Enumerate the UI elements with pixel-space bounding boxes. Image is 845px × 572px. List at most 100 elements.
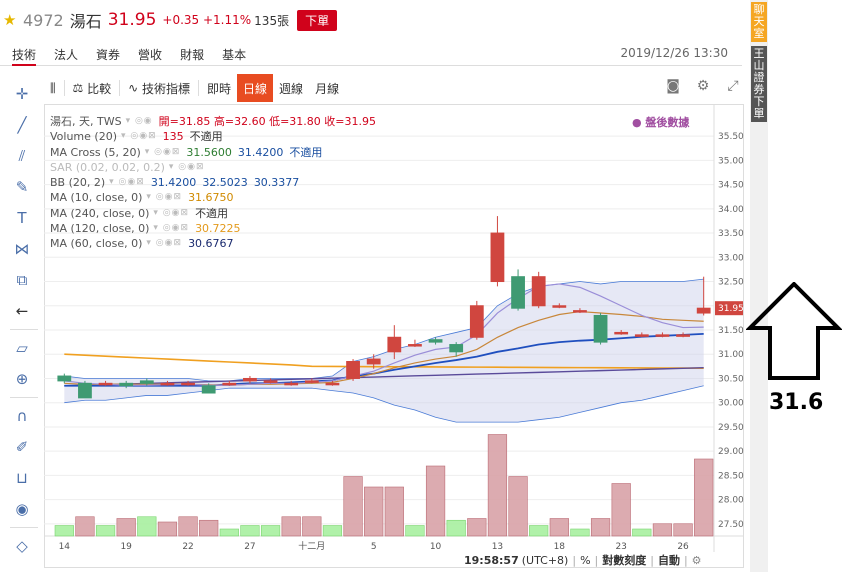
time-axis-label: 19 <box>120 542 132 552</box>
candle-body <box>387 336 402 353</box>
price-axis-label: 30.50 <box>718 374 744 384</box>
fullscreen-icon[interactable]: ⤢ <box>727 78 739 94</box>
legend-controls[interactable]: ▾ ◎◉ <box>125 116 153 126</box>
volume-bar <box>467 518 487 537</box>
time-axis-label: 27 <box>244 542 255 552</box>
legend-controls[interactable]: ▾ ◎◉⊠ <box>168 161 205 172</box>
settings-gear-icon[interactable]: ⚙ <box>691 553 702 567</box>
price-change: +0.35 +1.11% <box>162 13 252 27</box>
ruler-icon[interactable]: ▱ <box>16 339 28 357</box>
price-chart[interactable]: 35.5035.0034.5034.0033.5033.0032.5032.00… <box>44 104 744 552</box>
volume-bar <box>302 516 322 537</box>
candle-body <box>490 232 505 283</box>
text-icon[interactable]: T <box>17 209 27 227</box>
clock-time: 19:58:57 <box>464 553 519 567</box>
order-button[interactable]: 下單 <box>297 9 338 31</box>
time-axis-label: 5 <box>371 542 377 552</box>
candle-body <box>552 305 567 308</box>
weekly-button[interactable]: 週線 <box>279 81 304 96</box>
legend-row: MA (120, close, 0) ▾ ◎◉⊠ 30.7225 <box>50 221 376 236</box>
legend-symbol: 湯石, 天, TWS <box>50 115 122 128</box>
legend-value: 31.4200 <box>150 176 197 190</box>
time-axis-label: 13 <box>492 542 503 552</box>
volume-bar <box>199 519 219 537</box>
legend-indicator-rows: Volume (20) ▾ ◎◉⊠ 135 不適用 MA Cross (5, 20) ▾ … <box>50 129 376 251</box>
candle-body <box>57 375 72 382</box>
fib-icon[interactable]: ⫽ <box>18 147 26 165</box>
intraday-button[interactable]: 即時 <box>207 81 232 96</box>
legend-indicator-name: SAR (0.02, 0.02, 0.2) <box>50 160 165 174</box>
back-arrow-icon[interactable]: ← <box>15 302 29 320</box>
chat-room-tab[interactable]: 聊天室 <box>751 2 767 42</box>
trade-volume: 135張 <box>254 13 290 28</box>
tab-basics[interactable]: 基本 <box>222 48 247 62</box>
legend-controls[interactable]: ▾ ◎◉⊠ <box>144 146 181 157</box>
legend-controls[interactable]: ▾ ◎◉⊠ <box>109 177 145 188</box>
time-axis-label: 18 <box>554 542 566 552</box>
unlock-icon[interactable]: ⊔ <box>16 469 28 487</box>
clock-timezone[interactable]: (UTC+8) <box>521 553 569 567</box>
indicators-button[interactable]: ∿ 技術指標 <box>122 74 196 102</box>
percent-toggle[interactable]: % <box>580 553 591 567</box>
legend-row: MA (60, close, 0) ▾ ◎◉⊠ 30.6767 <box>50 236 376 251</box>
legend-controls[interactable]: ▾ ◎◉⊠ <box>146 238 183 249</box>
auto-scale-toggle[interactable]: 自動 <box>657 554 680 567</box>
log-scale-toggle[interactable]: 對數刻度 <box>602 554 647 567</box>
candle-body <box>325 382 340 386</box>
broker-order-tab[interactable]: 王山證券下單 <box>751 46 767 122</box>
candle-body <box>263 380 278 383</box>
candle-body <box>139 380 154 384</box>
volume-bar <box>529 525 549 537</box>
gear-icon[interactable]: ⚙ <box>696 78 710 94</box>
candle-body <box>573 310 587 313</box>
tab-technical[interactable]: 技術 <box>12 42 37 66</box>
section-tabs: 技術 法人 資券 營收 財報 基本 2019/12/26 13:30 <box>0 42 742 66</box>
bar-divider: | <box>650 553 654 567</box>
price-axis-label: 31.00 <box>718 350 744 360</box>
daily-button[interactable]: 日線 <box>237 74 274 102</box>
favorite-star-icon[interactable]: ★ <box>3 11 17 29</box>
trendline-icon[interactable]: ╱ <box>17 116 27 134</box>
legend-controls[interactable]: ▾ ◎◉⊠ <box>153 207 190 218</box>
magnet-icon[interactable]: ∩ <box>16 407 28 425</box>
chart-type-icon[interactable]: ⫼ <box>50 80 56 95</box>
candle-body <box>119 382 134 387</box>
volume-bar <box>694 458 714 537</box>
candle-body <box>408 344 422 347</box>
tab-financials[interactable]: 財報 <box>180 48 205 62</box>
prediction-icon[interactable]: ⧉ <box>16 271 28 289</box>
volume-bar <box>75 516 95 537</box>
candle-body <box>201 385 216 394</box>
after-hours-label[interactable]: ● 盤後數據 <box>632 116 690 129</box>
layers-icon[interactable]: ◇ <box>16 537 28 555</box>
legend-indicator-name: Volume (20) <box>50 130 117 144</box>
pattern-icon[interactable]: ⋈ <box>14 240 30 258</box>
zoom-in-icon[interactable]: ⊕ <box>15 370 29 388</box>
lock-drawing-icon[interactable]: ✐ <box>15 438 29 456</box>
tab-institutional[interactable]: 法人 <box>54 48 79 62</box>
eye-icon[interactable]: ◉ <box>15 500 29 518</box>
volume-bar <box>54 525 74 537</box>
candle-body <box>346 361 360 379</box>
volume-bar <box>652 523 673 537</box>
bar-divider: | <box>572 553 577 567</box>
volume-bar <box>632 528 652 537</box>
legend-controls[interactable]: ▾ ◎◉⊠ <box>153 223 190 234</box>
legend-controls[interactable]: ▾ ◎◉⊠ <box>121 131 157 142</box>
bollinger-lower <box>64 385 704 423</box>
tab-margin[interactable]: 資券 <box>96 48 121 62</box>
monthly-button[interactable]: 月線 <box>315 81 340 96</box>
camera-icon[interactable]: ◙ <box>666 78 680 94</box>
compare-button[interactable]: ⚖ 比較 <box>67 74 118 102</box>
price-axis-label: 31.50 <box>718 326 744 336</box>
legend-row: Volume (20) ▾ ◎◉⊠ 135 不適用 <box>50 129 376 144</box>
legend-controls[interactable]: ▾ ◎◉⊠ <box>146 192 183 203</box>
volume-bar <box>343 476 363 537</box>
time-axis-label: 22 <box>182 542 193 552</box>
trash-icon[interactable]: ▥ <box>8 563 36 572</box>
tab-revenue[interactable]: 營收 <box>138 48 163 62</box>
price-axis-label: 29.50 <box>718 423 744 433</box>
crosshair-icon[interactable]: ✛ <box>15 85 29 103</box>
brush-icon[interactable]: ✎ <box>15 178 29 196</box>
toolbar-right: ◙ ⚙ ⤢ <box>654 78 744 98</box>
